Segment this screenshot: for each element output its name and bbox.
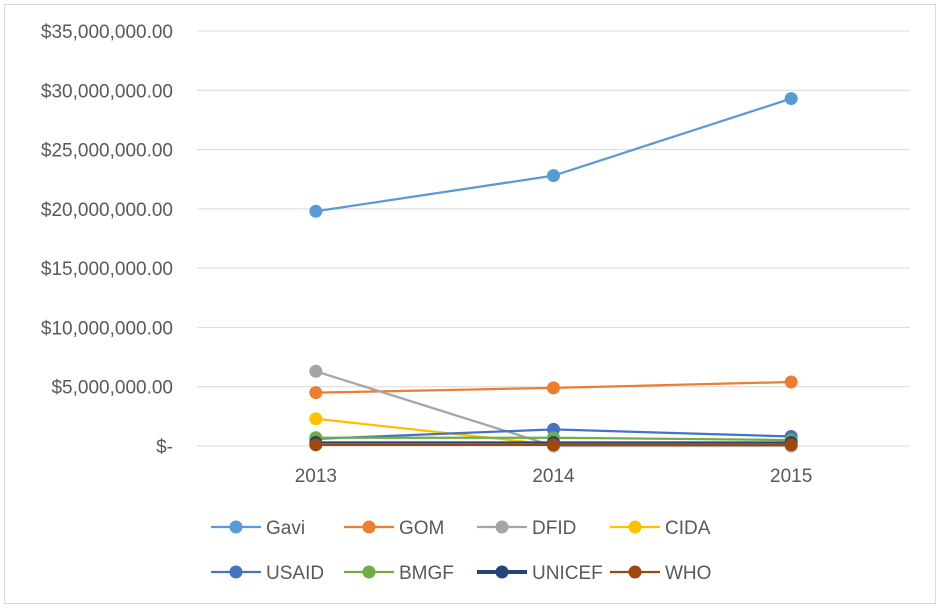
x-axis-ticks: 2013 2014 2015 (295, 466, 813, 487)
y-tick-label: $25,000,000.00 (41, 141, 173, 162)
y-tick-label: $- (156, 437, 173, 458)
legend-item-unicef: UNICEF (477, 563, 603, 584)
legend-swatch-marker (362, 520, 376, 534)
y-axis-ticks: $- $5,000,000.00 $10,000,000.00 $15,000,000… (41, 22, 173, 458)
series-lines (309, 92, 798, 453)
data-point (547, 169, 560, 183)
legend-swatch-marker (229, 565, 243, 579)
legend-label: WHO (665, 563, 711, 584)
legend-swatch-marker (495, 565, 509, 579)
y-tick-label: $20,000,000.00 (41, 200, 173, 221)
legend-swatch-marker (229, 520, 243, 534)
data-point (309, 204, 323, 218)
data-point (309, 364, 323, 378)
legend-item-gavi: Gavi (211, 518, 305, 539)
y-tick-label: $30,000,000.00 (41, 81, 173, 102)
legend-item-cida: CIDA (610, 518, 711, 539)
series-gavi (309, 92, 798, 218)
series-gom (309, 375, 798, 400)
legend-label: USAID (266, 563, 324, 584)
legend-label: Gavi (266, 518, 305, 539)
legend-item-who: WHO (610, 563, 711, 584)
legend-label: UNICEF (532, 563, 603, 584)
y-tick-label: $5,000,000.00 (51, 378, 173, 399)
y-tick-label: $15,000,000.00 (41, 259, 173, 280)
y-tick-label: $35,000,000.00 (41, 22, 173, 43)
series-line (315, 97, 792, 213)
legend-item-dfid: DFID (477, 518, 576, 539)
legend-item-usaid: USAID (211, 563, 324, 584)
data-point (309, 412, 323, 426)
legend-swatch-marker (495, 520, 509, 534)
x-tick-label: 2014 (532, 466, 575, 487)
data-point (547, 381, 560, 395)
data-point (784, 92, 798, 106)
data-point (309, 386, 323, 400)
x-tick-label: 2013 (295, 466, 337, 487)
x-tick-label: 2015 (770, 466, 812, 487)
data-point (309, 438, 323, 452)
y-tick-label: $10,000,000.00 (41, 318, 173, 339)
legend-label: BMGF (399, 563, 454, 584)
series-who (309, 438, 798, 452)
data-point (784, 375, 798, 389)
chart-frame (4, 4, 936, 604)
legend-item-bmgf: BMGF (344, 563, 454, 584)
legend-label: GOM (399, 518, 444, 539)
legend-label: CIDA (665, 518, 711, 539)
data-point (784, 438, 798, 452)
legend-label: DFID (532, 518, 576, 539)
data-point (547, 438, 560, 452)
legend: Gavi GOM DFID CIDA USAID BMGF UNICEF WHO (211, 518, 711, 584)
legend-item-gom: GOM (344, 518, 444, 539)
legend-swatch-marker (362, 565, 376, 579)
legend-swatch-marker (628, 565, 642, 579)
legend-swatch-marker (628, 520, 642, 534)
